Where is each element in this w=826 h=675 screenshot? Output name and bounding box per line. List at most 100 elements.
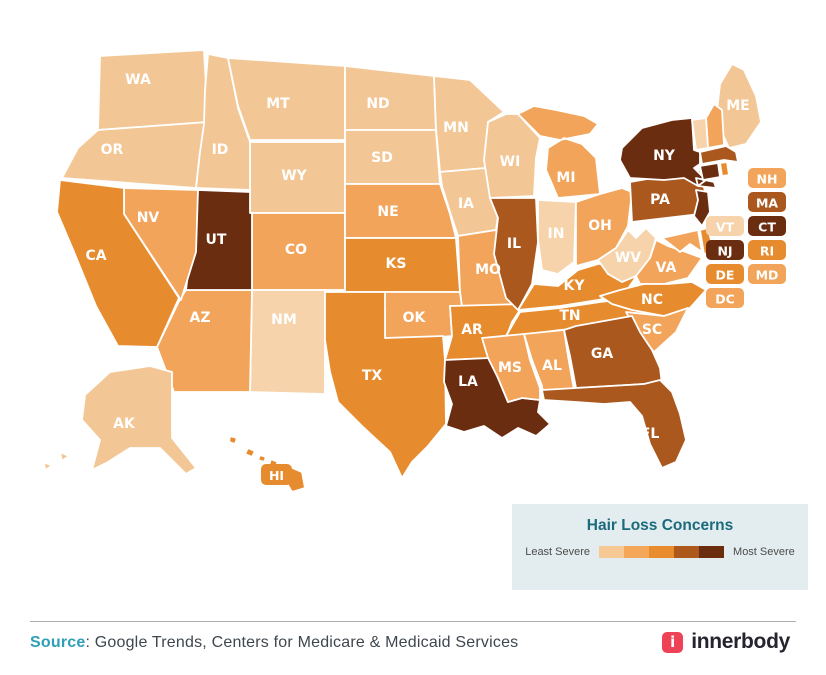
state-MI [517,105,601,199]
state-box-label-MA: MA [756,196,778,211]
state-label-UT: UT [206,232,227,248]
state-box-RI [748,240,786,260]
legend-color-swatches [599,546,725,558]
state-OH [575,187,633,267]
state-label-AR: AR [461,322,483,338]
state-label-ID: ID [212,142,229,158]
state-VT [691,117,709,151]
state-ND [344,65,437,131]
legend-swatch-1 [599,546,625,558]
state-label-NC: NC [641,292,663,308]
state-label-NV: NV [137,210,160,226]
state-box-CT [748,216,786,236]
small-state-labels: NH MA VT CT NJ RI DE MD DC HI [261,168,786,485]
state-box-label-DC: DC [715,292,735,307]
state-label-SD: SD [371,150,393,166]
state-NJ [693,189,711,227]
state-label-OR: OR [101,142,124,158]
state-label-LA: LA [458,374,478,390]
legend-most-label: Most Severe [733,546,795,558]
state-CT [699,162,721,181]
state-TX [324,291,447,479]
state-label-IN: IN [548,226,565,242]
state-label-SC: SC [642,322,662,338]
state-FL [541,379,687,469]
state-box-MD [748,264,786,284]
state-label-CA: CA [85,248,106,264]
state-label-GA: GA [591,346,613,362]
state-label-OK: OK [403,310,427,326]
state-CA [56,179,180,348]
state-NE [344,183,457,239]
legend-swatch-4 [674,546,700,558]
innerbody-logo[interactable]: i innerbody [662,630,790,654]
state-label-AZ: AZ [190,310,211,326]
state-MT [227,57,346,141]
state-label-NY: NY [653,148,676,164]
state-label-IA: IA [458,196,474,212]
state-label-MN: MN [443,120,469,136]
state-label-MS: MS [498,360,522,376]
state-box-label-NH: NH [757,172,778,187]
state-UT [185,189,253,291]
state-box-VT [706,216,744,236]
legend-swatch-5 [699,546,725,558]
state-label-MO: MO [475,262,501,278]
state-label-AL: AL [542,358,562,374]
state-label-OH: OH [588,218,612,234]
legend-panel: Hair Loss Concerns Least Severe Most Sev… [512,504,808,590]
state-label-TN: TN [559,308,580,324]
state-box-label-NJ: NJ [717,244,732,259]
state-label-KS: KS [386,256,407,272]
state-label-MT: MT [266,96,290,112]
state-box-label-HI: HI [269,468,284,483]
state-label-MI: MI [556,170,575,186]
innerbody-logo-text: innerbody [691,630,790,653]
state-label-IL: IL [507,236,521,252]
state-box-NH [748,168,786,188]
state-label-WI: WI [500,154,521,170]
state-MD [661,229,703,253]
state-label-WY: WY [281,168,307,184]
state-WI [483,113,541,199]
state-box-label-RI: RI [760,244,774,259]
state-label-ME: ME [726,98,750,114]
source-label: Source [30,634,86,651]
state-box-DE [706,264,744,284]
state-NC [599,281,707,317]
state-box-HI [261,464,292,485]
state-AK [43,365,197,475]
state-MS [481,333,541,403]
state-label-WA: WA [125,72,151,88]
source-line: Source: Google Trends, Centers for Medic… [30,634,518,652]
state-label-NE: NE [377,204,398,220]
state-shapes [43,49,762,493]
state-label-VA: VA [656,260,677,276]
state-NH [705,103,725,149]
state-ME [715,63,762,149]
legend-scale: Least Severe Most Severe [512,546,808,558]
source-text: : Google Trends, Centers for Medicare & … [85,634,519,651]
legend-least-label: Least Severe [525,546,591,558]
state-label-ND: ND [366,96,389,112]
state-label-AK: AK [113,416,136,432]
state-box-label-DE: DE [716,268,735,283]
footer-divider [30,621,796,622]
state-label-KY: KY [564,278,586,294]
innerbody-logo-icon: i [662,631,684,653]
legend-title: Hair Loss Concerns [586,517,734,534]
us-choropleth-map: NH MA VT CT NJ RI DE MD DC HI WA OR CA NV ID MT WY UT AZ N… [43,49,786,493]
state-box-label-MD: MD [756,268,779,283]
state-label-CO: CO [285,242,307,258]
state-box-NJ [706,240,744,260]
state-NY [619,117,717,189]
state-labels: WA OR CA NV ID MT WY UT AZ NM CO ND SD NE KS OK TX MN IA MO… [85,72,749,442]
state-OR [61,121,209,189]
logo-letter: i [670,632,676,651]
state-label-WV: WV [615,250,641,266]
state-box-label-VT: VT [716,220,735,235]
state-NM [249,289,326,395]
state-box-MA [748,192,786,212]
state-label-PA: PA [650,192,670,208]
